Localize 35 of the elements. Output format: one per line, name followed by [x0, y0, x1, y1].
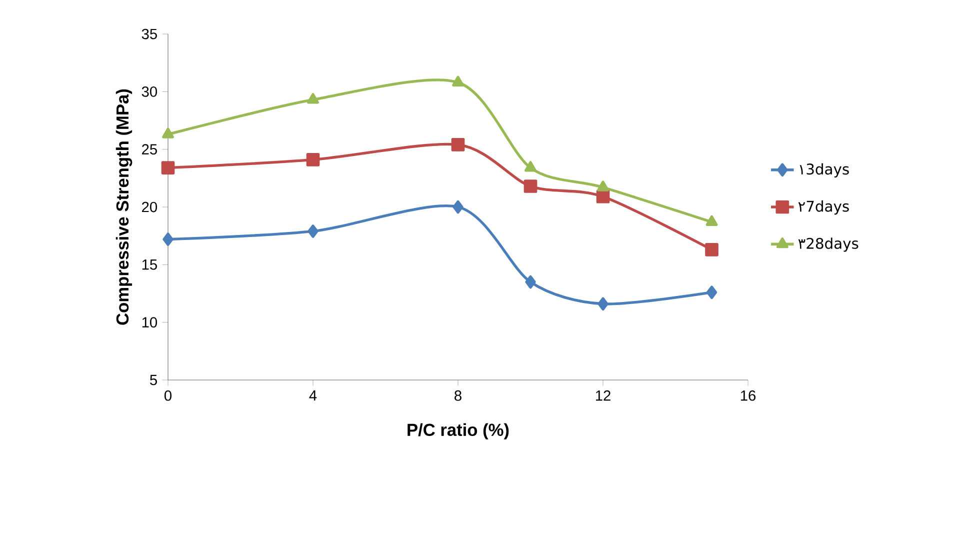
point: [524, 180, 538, 193]
point: [525, 275, 536, 289]
point: [308, 224, 318, 238]
point: [452, 76, 464, 86]
legend-label: ١3days: [800, 163, 849, 178]
point: [524, 161, 536, 172]
x-tick-label: 16: [740, 390, 756, 401]
y-tick-label: 25: [142, 144, 157, 155]
point: [705, 243, 718, 256]
y-tick-label: 5: [150, 374, 157, 386]
point: [162, 232, 174, 246]
x-tick-label: 0: [164, 390, 172, 401]
y-tick-label: 30: [142, 86, 158, 97]
point: [452, 200, 464, 214]
point: [597, 180, 609, 192]
point: [598, 297, 608, 311]
point: [706, 286, 718, 300]
x-tick-label: 4: [309, 390, 317, 400]
point: [306, 153, 320, 166]
y-tick-label: 20: [142, 202, 158, 212]
x-tick-label: 8: [454, 390, 462, 401]
point: [307, 93, 319, 104]
y-axis-title: Compressive Strength (MPa): [116, 89, 132, 325]
point: [706, 215, 718, 226]
point: [451, 138, 465, 152]
y-tick-label: 15: [142, 260, 157, 270]
point: [596, 190, 610, 204]
x-axis-title: P/C ratio (%): [408, 423, 509, 440]
y-tick-label: 35: [142, 28, 157, 40]
x-tick-label: 12: [596, 390, 610, 401]
legend-label: ٢7days: [798, 200, 849, 215]
point: [161, 161, 175, 174]
y-tick-label: 10: [142, 317, 158, 328]
point: [162, 128, 174, 138]
legend-label: ٣28days: [798, 238, 858, 252]
